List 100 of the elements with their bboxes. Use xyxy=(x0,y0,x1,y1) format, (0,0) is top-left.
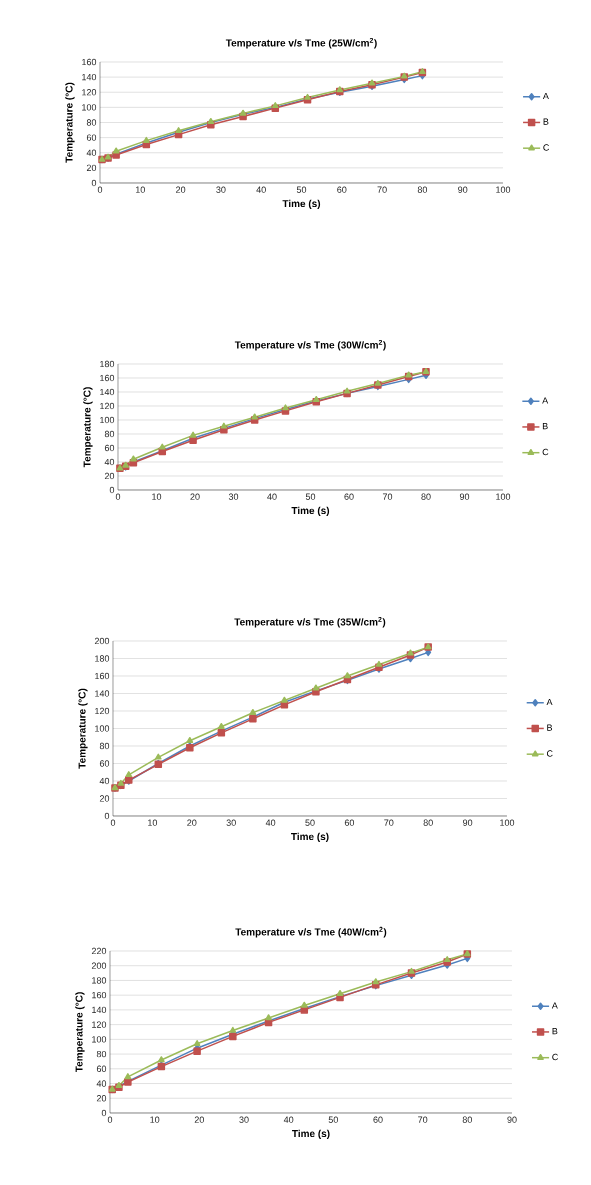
y-tick-label: 40 xyxy=(104,458,115,466)
x-tick-label: 10 xyxy=(150,1116,160,1123)
x-tick-label: 60 xyxy=(337,186,347,193)
y-tick-label: 100 xyxy=(82,104,97,111)
chart-title: Temperature v/s Tme (35W/cm$^{2}$) xyxy=(234,616,386,628)
y-tick-label: 80 xyxy=(96,1050,107,1058)
legend-label: B xyxy=(542,423,548,430)
legend-label: A xyxy=(542,397,549,404)
x-axis-title: Time (s) xyxy=(292,1129,330,1140)
y-axis-title: Temperature (°C) xyxy=(75,992,85,1073)
legend-label: A xyxy=(546,698,553,706)
x-tick-label: 30 xyxy=(226,819,236,826)
y-tick-label: 60 xyxy=(96,1065,107,1072)
y-tick-label: 20 xyxy=(86,164,97,172)
x-tick-label: 50 xyxy=(296,186,307,193)
y-tick-label: 140 xyxy=(100,388,115,396)
y-tick-label: 0 xyxy=(109,486,115,494)
x-tick-label: 10 xyxy=(152,493,162,500)
legend-label: A xyxy=(542,92,549,100)
y-tick-label: 140 xyxy=(95,690,110,697)
chart-title: Temperature v/s Tme (25W/cm$^{2}$) xyxy=(225,37,377,49)
y-axis-title: Temperature (°C) xyxy=(78,688,88,769)
y-tick-label: 200 xyxy=(94,637,110,645)
x-tick-label: 20 xyxy=(190,493,200,500)
x-tick-label: 90 xyxy=(459,493,470,500)
x-tick-label: 30 xyxy=(216,186,226,193)
x-tick-label: 80 xyxy=(421,493,431,500)
x-tick-label: 90 xyxy=(463,819,473,826)
y-tick-label: 140 xyxy=(82,73,97,81)
y-tick-label: 60 xyxy=(99,760,110,767)
x-tick-label: 90 xyxy=(458,186,468,193)
y-tick-label: 160 xyxy=(82,58,97,66)
y-tick-label: 120 xyxy=(92,1021,107,1028)
y-tick-label: 120 xyxy=(100,402,115,410)
y-tick-label: 200 xyxy=(91,962,107,969)
legend-label: B xyxy=(552,1028,558,1035)
y-tick-label: 120 xyxy=(82,89,97,96)
x-tick-label: 30 xyxy=(239,1116,249,1123)
x-tick-label: 90 xyxy=(507,1116,517,1123)
y-tick-label: 20 xyxy=(99,795,110,802)
x-tick-label: 100 xyxy=(496,493,511,500)
y-tick-label: 100 xyxy=(100,416,115,424)
x-tick-label: 50 xyxy=(305,493,316,500)
y-tick-label: 0 xyxy=(91,179,97,187)
y-tick-label: 40 xyxy=(86,149,97,156)
x-tick-label: 60 xyxy=(373,1116,383,1123)
y-axis-title: Temperature (°C) xyxy=(65,82,75,163)
y-tick-label: 60 xyxy=(86,134,97,141)
x-tick-label: 20 xyxy=(176,186,186,193)
y-tick-label: 180 xyxy=(92,977,107,984)
y-tick-label: 160 xyxy=(95,672,110,680)
y-tick-label: 160 xyxy=(92,991,107,999)
y-tick-label: 140 xyxy=(92,1006,107,1014)
legend-label: C xyxy=(552,1053,558,1061)
y-tick-label: 160 xyxy=(100,374,115,382)
legend-label: B xyxy=(543,118,549,125)
x-tick-label: 70 xyxy=(418,1116,428,1123)
y-tick-label: 100 xyxy=(95,725,110,732)
x-tick-label: 50 xyxy=(328,1116,338,1123)
x-tick-label: 70 xyxy=(384,819,394,826)
legend-label: C xyxy=(542,448,549,456)
y-tick-label: 40 xyxy=(96,1080,107,1087)
x-tick-label: 40 xyxy=(256,186,266,193)
x-tick-label: 50 xyxy=(305,819,315,826)
y-tick-label: 40 xyxy=(99,777,110,785)
legend-label: C xyxy=(543,144,550,151)
y-tick-label: 20 xyxy=(104,472,115,480)
x-tick-label: 60 xyxy=(344,493,354,500)
x-tick-label: 40 xyxy=(283,1116,294,1123)
x-tick-label: 0 xyxy=(115,493,121,500)
chart-title: Temperature v/s Tme (40W/cm$^{2}$) xyxy=(235,926,387,938)
x-tick-label: 80 xyxy=(462,1116,472,1123)
x-tick-label: 80 xyxy=(423,819,433,826)
x-tick-label: 100 xyxy=(496,186,511,193)
y-tick-label: 100 xyxy=(92,1036,107,1043)
x-tick-label: 30 xyxy=(228,493,239,500)
y-tick-label: 20 xyxy=(96,1095,107,1102)
y-tick-label: 180 xyxy=(95,655,110,662)
y-tick-label: 0 xyxy=(101,1109,107,1117)
x-axis-title: Time (s) xyxy=(282,199,321,210)
x-tick-label: 20 xyxy=(194,1116,204,1123)
x-tick-label: 10 xyxy=(135,186,145,193)
y-axis-title: Temperature (°C) xyxy=(83,387,93,468)
y-tick-label: 180 xyxy=(100,360,115,368)
x-tick-label: 40 xyxy=(265,819,276,826)
chart-title: Temperature v/s Tme (30W/cm$^{2}$) xyxy=(234,339,386,351)
x-tick-label: 80 xyxy=(417,186,428,193)
y-tick-label: 80 xyxy=(99,742,110,750)
y-tick-label: 0 xyxy=(104,812,110,820)
x-tick-label: 20 xyxy=(187,819,197,826)
y-tick-label: 80 xyxy=(86,119,97,126)
legend-label: B xyxy=(547,724,553,731)
x-tick-label: 10 xyxy=(148,819,158,826)
y-tick-label: 60 xyxy=(104,444,115,452)
legend-label: C xyxy=(546,750,553,757)
y-tick-label: 120 xyxy=(95,707,110,715)
x-tick-label: 60 xyxy=(344,819,355,826)
x-axis-title: Time (s) xyxy=(291,832,329,843)
x-tick-label: 70 xyxy=(377,186,387,193)
x-tick-label: 40 xyxy=(267,493,277,500)
